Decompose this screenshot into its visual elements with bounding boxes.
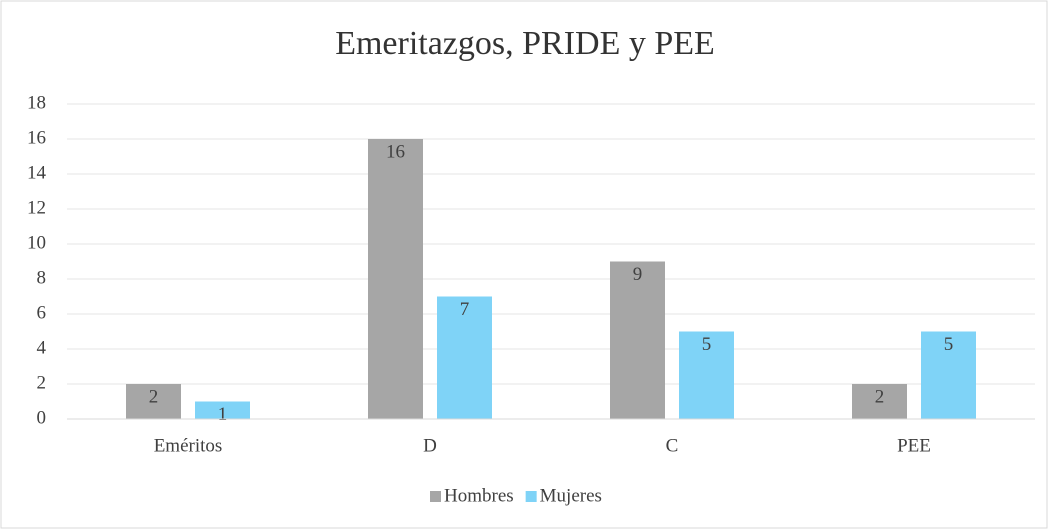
data-label: 16 xyxy=(386,141,405,162)
data-label: 5 xyxy=(702,334,712,355)
bar xyxy=(679,331,734,419)
data-label: 7 xyxy=(460,299,470,320)
y-tick-label: 16 xyxy=(27,127,46,148)
bar xyxy=(195,401,250,419)
y-tick-label: 10 xyxy=(27,232,46,253)
legend-label: Hombres xyxy=(444,485,514,506)
x-tick-label: D xyxy=(423,435,437,456)
bar xyxy=(610,261,665,419)
bar xyxy=(437,296,492,419)
y-tick-label: 4 xyxy=(37,337,47,358)
y-tick-label: 14 xyxy=(27,162,47,183)
legend-label: Mujeres xyxy=(540,485,602,506)
y-tick-label: 12 xyxy=(27,197,46,218)
data-label: 5 xyxy=(944,334,954,355)
bar xyxy=(852,384,907,419)
x-tick-label: Eméritos xyxy=(154,435,223,456)
y-tick-label: 0 xyxy=(37,407,47,428)
chart-title: Emeritazgos, PRIDE y PEE xyxy=(335,25,715,62)
data-label: 9 xyxy=(633,264,643,285)
legend-swatch xyxy=(525,491,537,502)
x-tick-label: PEE xyxy=(897,435,931,456)
y-tick-label: 18 xyxy=(27,92,46,113)
x-tick-label: C xyxy=(666,435,679,456)
data-label: 2 xyxy=(149,386,159,407)
legend-swatch xyxy=(430,491,441,502)
y-tick-label: 6 xyxy=(37,302,47,323)
y-tick-label: 8 xyxy=(37,267,47,288)
bar xyxy=(126,384,181,419)
bar xyxy=(921,331,976,419)
y-tick-label: 2 xyxy=(37,372,47,393)
data-label: 2 xyxy=(875,386,885,407)
bar xyxy=(368,139,423,419)
data-label: 1 xyxy=(218,404,228,425)
